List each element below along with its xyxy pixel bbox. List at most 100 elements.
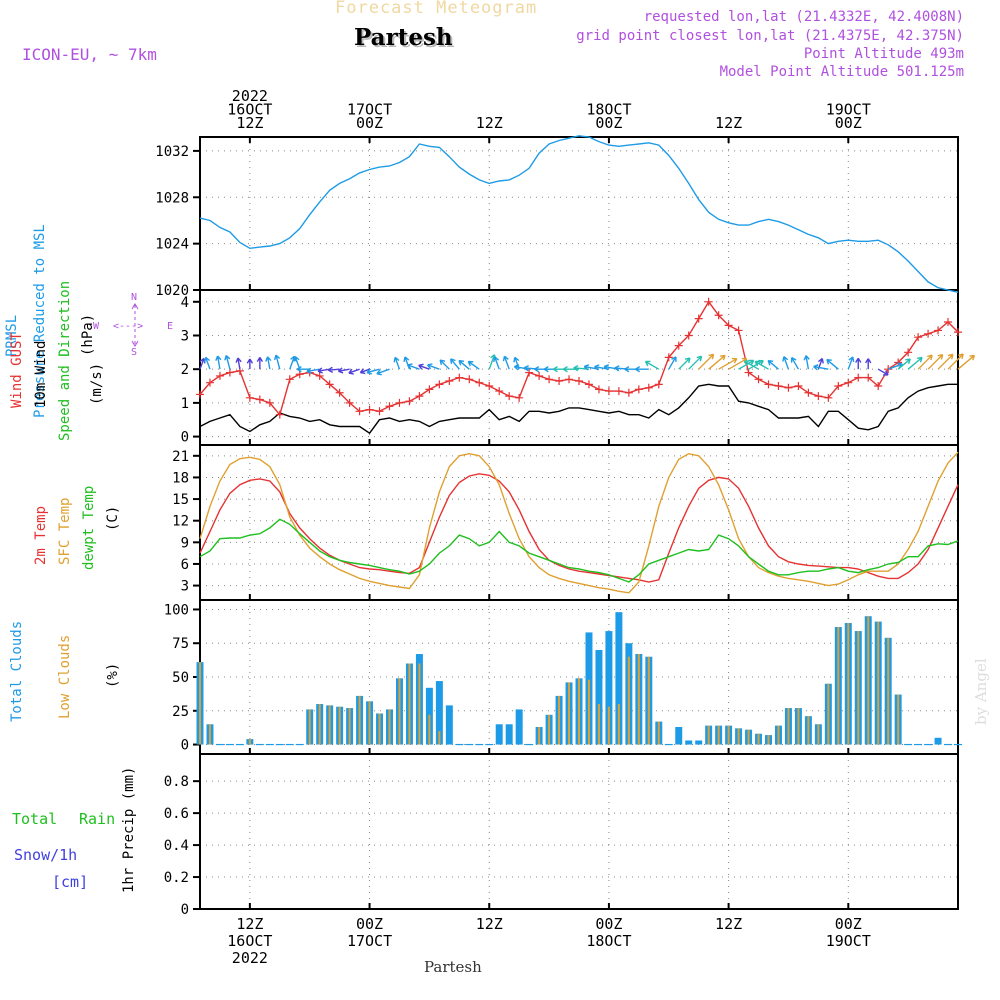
y-tick-label: 1: [181, 396, 189, 412]
top-time-label: 2022: [232, 87, 268, 105]
gust-marker: [265, 398, 274, 407]
model-altitude: Model Point Altitude 501.125m: [719, 64, 964, 80]
total-cloud-bar: [445, 705, 453, 745]
low-cloud-bar: [737, 728, 740, 745]
total-cloud-bar: [685, 740, 693, 745]
total-cloud-bar: [515, 709, 523, 745]
wind-direction-arrow: [393, 356, 401, 370]
gust-marker: [535, 371, 544, 380]
compass-n: N: [131, 292, 138, 303]
wind-direction-arrow: [458, 359, 470, 370]
wind-direction-arrow: [718, 357, 738, 370]
low-cloud-bar: [777, 725, 780, 745]
low-cloud-bar: [408, 663, 411, 745]
gust-marker: [824, 393, 833, 402]
gust-marker: [644, 383, 653, 392]
gust-marker: [614, 387, 623, 396]
low-cloud-bar: [877, 621, 880, 745]
panel-frame-wind: [199, 289, 959, 446]
gust-marker: [445, 376, 454, 385]
wind-direction-arrow: [698, 353, 715, 370]
gust-marker: [744, 368, 753, 377]
low-cloud-bar: [797, 708, 800, 745]
wind-direction-arrow: [407, 363, 420, 370]
y-tick-label: 0.4: [164, 838, 189, 854]
wind-direction-arrow: [708, 354, 726, 370]
low-cloud-bar: [388, 709, 391, 745]
snow-label: Snow/1h: [14, 846, 78, 864]
low-cloud-bar: [837, 627, 840, 745]
gust-marker: [704, 297, 713, 306]
gust-marker: [764, 380, 773, 389]
gust-marker: [575, 376, 583, 385]
y-tick-label: 50: [172, 670, 189, 686]
banner-title: Forecast Meteogram: [335, 0, 538, 18]
low-cloud-bar: [807, 716, 810, 745]
gust-marker: [584, 380, 593, 389]
y-tick-label: 0.8: [164, 774, 189, 790]
wind-direction-arrow: [426, 363, 440, 370]
gust-marker: [545, 375, 554, 384]
gust-marker: [196, 390, 204, 399]
bottom-time-label: 17OCT: [347, 932, 392, 950]
wind-direction-arrow: [467, 360, 480, 370]
low-cloud-bar: [308, 709, 311, 745]
top-time-label: 12Z: [236, 114, 263, 132]
wind-direction-arrow: [897, 358, 911, 370]
gust-marker: [395, 398, 404, 407]
gust-marker: [714, 311, 723, 320]
low-cloud-bar: [657, 721, 660, 745]
wind-direction-arrow: [782, 356, 790, 370]
low-cloud-bar: [607, 706, 610, 745]
low-cloud-bar: [897, 694, 900, 745]
y-tick-label: 15: [172, 492, 189, 508]
gust-marker: [874, 382, 883, 391]
compass-w: W: [93, 321, 100, 332]
wind-direction-arrow: [488, 354, 497, 370]
wind-direction-arrow: [439, 359, 450, 370]
low-cloud-bar: [348, 708, 351, 745]
bottom-time-label: 12Z: [715, 915, 742, 933]
bottom-time-label: 19OCT: [826, 932, 871, 950]
low-cloud-bar: [358, 695, 361, 745]
low-cloud-bar: [787, 708, 790, 745]
y-tick-label: 3: [181, 579, 189, 595]
gust-marker: [355, 407, 364, 416]
wind-direction-arrow: [907, 356, 923, 370]
gust-marker: [285, 375, 294, 384]
total-cloud-bar: [505, 724, 513, 745]
low-cloud-bar: [538, 726, 541, 745]
y-tick-label: 1024: [155, 237, 189, 253]
low-cloud-bar: [248, 739, 251, 745]
wind-direction-arrow: [296, 366, 310, 373]
y-tick-label: 12: [172, 514, 189, 530]
gust-marker: [405, 397, 414, 406]
wind-direction-arrow: [678, 357, 691, 370]
wind-direction-arrow: [215, 355, 222, 370]
y-tick-label: 4: [181, 295, 189, 311]
station-title: Partesh: [354, 24, 453, 51]
gust-marker: [694, 314, 703, 323]
y-tick-label: 0: [181, 738, 189, 754]
wind-direction-arrow: [826, 358, 839, 370]
bottom-time-label: 16OCT: [227, 932, 272, 950]
gust-marker: [624, 388, 633, 397]
y-tick-label: 9: [181, 535, 189, 551]
wind-direction-arrow: [927, 353, 944, 370]
top-time-label: 12Z: [715, 114, 742, 132]
gust-marker: [415, 392, 424, 401]
y-tick-label: 1032: [155, 144, 189, 160]
gust-marker: [844, 378, 853, 387]
bottom-time-label: 2022: [232, 949, 268, 967]
grid-point-coords: grid point closest lon,lat (21.4375E, 42…: [576, 28, 964, 44]
wind-direction-arrow: [754, 360, 769, 370]
top-time-label: 19OCT: [826, 101, 871, 119]
wind-direction-arrow: [790, 356, 800, 370]
gust-marker: [924, 329, 933, 338]
y-tick-label: 0: [181, 902, 189, 918]
low-cloud-bar: [707, 725, 710, 745]
model-label: ICON-EU, ~ 7km: [22, 45, 157, 64]
top-time-label: 12Z: [476, 114, 503, 132]
wind-direction-arrow: [728, 357, 748, 370]
gust-marker: [385, 402, 394, 411]
